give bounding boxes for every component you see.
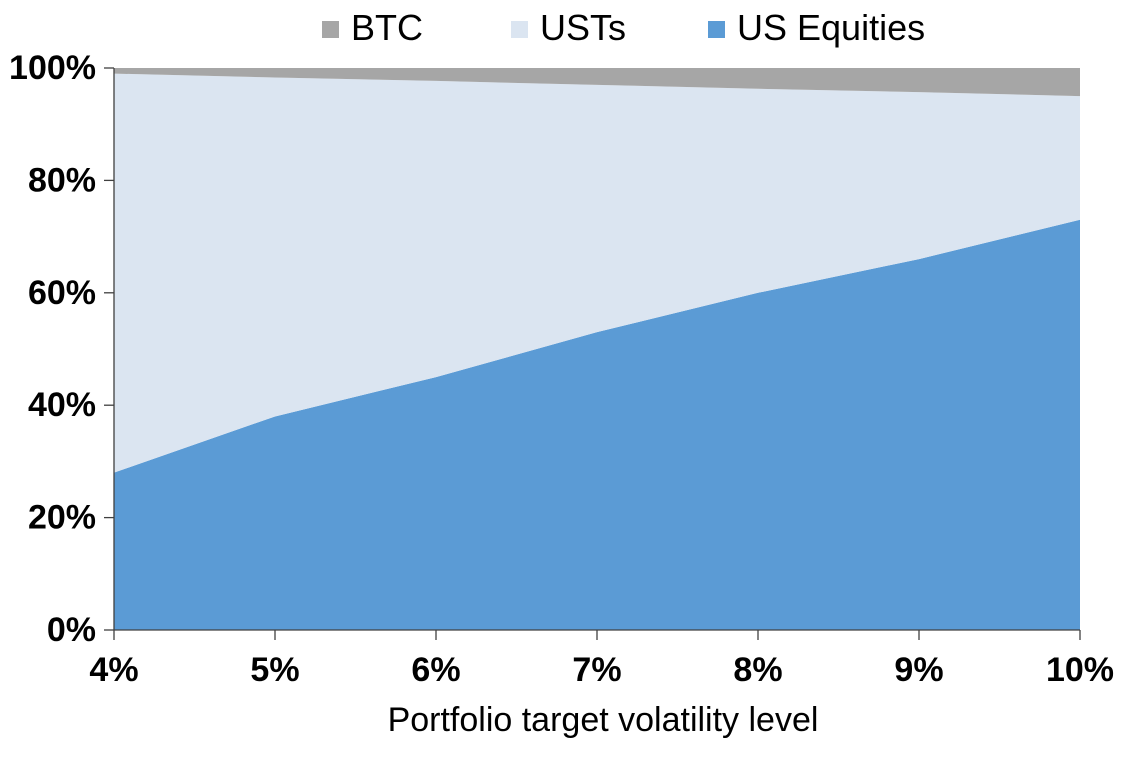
svg-text:BTC: BTC (351, 7, 423, 48)
svg-text:5%: 5% (250, 651, 299, 689)
svg-text:9%: 9% (894, 651, 943, 689)
svg-text:20%: 20% (28, 499, 96, 537)
svg-text:60%: 60% (28, 274, 96, 312)
svg-text:7%: 7% (572, 651, 621, 689)
svg-text:10%: 10% (1046, 651, 1114, 689)
svg-text:40%: 40% (28, 386, 96, 424)
svg-text:USTs: USTs (540, 7, 626, 48)
svg-text:80%: 80% (28, 161, 96, 199)
svg-text:US Equities: US Equities (737, 7, 925, 48)
svg-text:8%: 8% (733, 651, 782, 689)
svg-text:100%: 100% (9, 49, 96, 87)
svg-text:4%: 4% (89, 651, 138, 689)
svg-text:Portfolio target volatility le: Portfolio target volatility level (388, 701, 819, 739)
svg-text:0%: 0% (47, 611, 96, 649)
svg-text:6%: 6% (411, 651, 460, 689)
